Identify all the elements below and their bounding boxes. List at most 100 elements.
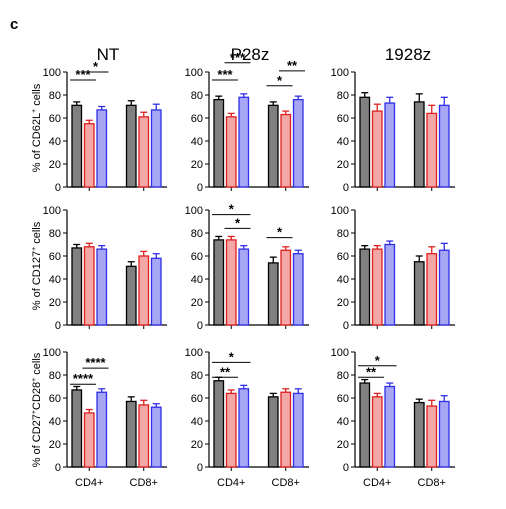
- bar: [225, 116, 237, 188]
- significance-label: *: [93, 59, 99, 74]
- y-tick-label: 0: [55, 462, 61, 474]
- category-label: CD8+: [418, 477, 446, 489]
- bar: [150, 406, 162, 468]
- y-tick-label: 60: [191, 251, 203, 263]
- y-tick-label: 40: [191, 416, 203, 428]
- bar: [413, 401, 425, 468]
- bar: [213, 239, 225, 326]
- y-tick-label: 80: [191, 90, 203, 102]
- bar: [96, 248, 108, 326]
- significance-label: **: [287, 58, 298, 73]
- chart-panel-2-2: 0 20 40 60 80 100 CD4+ CD8+ ***: [331, 347, 455, 489]
- category-label: CD8+: [130, 477, 158, 489]
- y-tick-label: 60: [49, 251, 61, 263]
- y-tick-label: 0: [343, 320, 349, 332]
- bar: [280, 391, 292, 468]
- y-tick-label: 60: [191, 113, 203, 125]
- category-label: CD4+: [363, 477, 391, 489]
- y-tick-label: 100: [185, 347, 203, 359]
- row-ylabel-cd27-cd28: % of CD27+CD28+ cells: [31, 352, 43, 467]
- bar: [83, 412, 95, 468]
- bar: [83, 123, 95, 188]
- bar: [426, 405, 438, 468]
- y-tick-label: 80: [191, 370, 203, 382]
- bar: [359, 248, 371, 326]
- chart-panel-2-0: 0 20 40 60 80 100 CD4+ CD8+ ********: [43, 347, 167, 489]
- category-label: CD8+: [272, 477, 300, 489]
- bar: [213, 98, 225, 188]
- bar: [292, 392, 304, 468]
- bar: [71, 104, 83, 188]
- y-tick-label: 40: [49, 416, 61, 428]
- bar: [371, 110, 383, 188]
- y-tick-label: 80: [49, 370, 61, 382]
- chart-panel-2-1: 0 20 40 60 80 100 CD4+ CD8+ ***: [185, 347, 309, 489]
- significance-label: ***: [230, 50, 246, 65]
- column-title-nt: NT: [97, 45, 120, 64]
- bar: [438, 249, 450, 326]
- y-tick-label: 40: [337, 416, 349, 428]
- significance-label: *: [229, 349, 235, 364]
- bar: [426, 253, 438, 326]
- bar: [71, 247, 83, 326]
- y-tick-label: 60: [337, 113, 349, 125]
- bar: [384, 243, 396, 326]
- panel-letter: c: [10, 16, 18, 33]
- bar: [83, 246, 95, 326]
- column-title-p28z: P28z: [231, 45, 270, 64]
- y-tick-label: 20: [49, 159, 61, 171]
- bar: [125, 104, 137, 188]
- y-tick-label: 60: [191, 393, 203, 405]
- bar: [280, 113, 292, 188]
- bar: [71, 389, 83, 468]
- bar: [238, 388, 250, 468]
- y-tick-label: 0: [343, 182, 349, 194]
- y-tick-label: 20: [337, 439, 349, 451]
- bar: [225, 392, 237, 468]
- significance-label: *: [229, 202, 235, 217]
- bar: [238, 248, 250, 326]
- bar: [438, 400, 450, 468]
- column-title-1928z: 1928z: [385, 45, 431, 64]
- y-tick-label: 100: [185, 67, 203, 79]
- row-ylabel-cd127: % of CD127+ cells: [31, 221, 43, 310]
- y-tick-label: 100: [185, 205, 203, 217]
- y-tick-label: 20: [49, 439, 61, 451]
- bar: [138, 404, 150, 468]
- bar: [125, 265, 137, 326]
- y-tick-label: 80: [49, 228, 61, 240]
- bar: [125, 400, 137, 468]
- bar: [138, 116, 150, 188]
- bar: [426, 112, 438, 188]
- bar: [150, 257, 162, 326]
- y-tick-label: 80: [337, 228, 349, 240]
- y-tick-label: 80: [191, 228, 203, 240]
- bar: [413, 261, 425, 326]
- bar: [280, 249, 292, 326]
- y-tick-label: 40: [337, 274, 349, 286]
- y-tick-label: 100: [331, 67, 349, 79]
- significance-label: ****: [85, 355, 106, 370]
- bar: [292, 98, 304, 188]
- bar: [371, 396, 383, 468]
- significance-label: ****: [73, 371, 94, 386]
- y-tick-label: 80: [49, 90, 61, 102]
- row-ylabel-cd62l: % of CD62L+ cells: [31, 83, 43, 172]
- y-tick-label: 60: [337, 393, 349, 405]
- chart-panel-1-2: 0 20 40 60 80 100: [331, 205, 455, 332]
- y-tick-label: 40: [49, 136, 61, 148]
- y-tick-label: 0: [197, 462, 203, 474]
- y-tick-label: 40: [191, 274, 203, 286]
- bar: [96, 391, 108, 468]
- bar: [267, 262, 279, 326]
- significance-label: **: [366, 364, 377, 379]
- bar: [384, 385, 396, 468]
- bar: [138, 255, 150, 326]
- significance-label: *: [375, 353, 381, 368]
- bar: [359, 382, 371, 468]
- significance-label: *: [277, 73, 283, 88]
- bar: [413, 101, 425, 188]
